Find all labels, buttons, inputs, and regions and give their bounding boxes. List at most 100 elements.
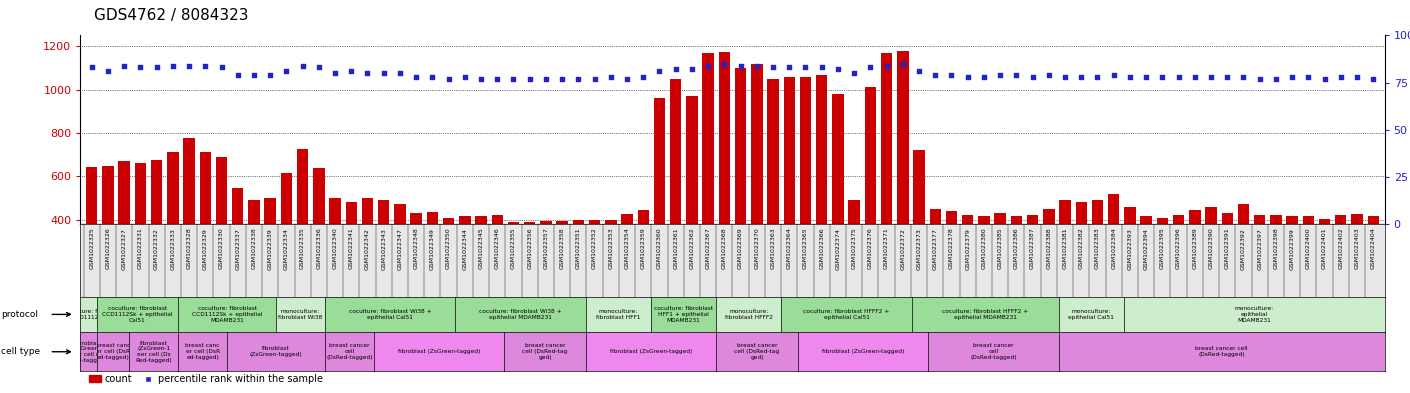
Text: breast canc
er cell (DsR
ed-tagged): breast canc er cell (DsR ed-tagged) (186, 343, 220, 360)
Point (632, 74, 654, 80)
Text: GSM1022345: GSM1022345 (478, 228, 484, 269)
Point (195, 62, 217, 69)
Point (1118, 74, 1141, 80)
Bar (832, 94, 843, 307)
Text: GSM1022340: GSM1022340 (333, 228, 337, 269)
Bar (767, 79, 778, 307)
Bar (1124, 207, 1135, 307)
Text: GSM1022343: GSM1022343 (381, 228, 386, 270)
Bar (86, 167, 97, 307)
Text: GSM1022377: GSM1022377 (933, 228, 938, 270)
Bar (183, 138, 195, 307)
Point (1167, 74, 1190, 80)
Bar (1253, 215, 1265, 307)
Bar (427, 212, 439, 307)
Bar (410, 213, 422, 307)
Bar (929, 209, 940, 307)
Bar (670, 79, 681, 307)
Text: GSM1022350: GSM1022350 (446, 228, 451, 269)
Bar (330, 198, 341, 307)
Text: GSM1022360: GSM1022360 (657, 228, 663, 269)
Text: GSM1022401: GSM1022401 (1323, 228, 1327, 269)
Point (534, 75, 557, 82)
Point (519, 75, 541, 82)
Point (778, 64, 801, 71)
Bar (168, 152, 179, 307)
Text: GSM1022341: GSM1022341 (348, 228, 354, 269)
Bar (1076, 202, 1087, 307)
Bar (248, 200, 259, 307)
Text: fibroblast (ZsGreen-tagged): fibroblast (ZsGreen-tagged) (398, 349, 481, 354)
Point (1005, 72, 1028, 78)
Bar (622, 214, 633, 307)
Bar (816, 75, 828, 307)
Point (1232, 74, 1255, 80)
Text: GSM1022378: GSM1022378 (949, 228, 955, 269)
Point (649, 68, 671, 74)
Point (956, 74, 979, 80)
Text: GSM1022381: GSM1022381 (1063, 228, 1067, 269)
Point (551, 75, 574, 82)
Bar (962, 215, 973, 307)
Point (940, 72, 963, 78)
Point (1265, 75, 1287, 82)
Text: GSM1022380: GSM1022380 (981, 228, 987, 269)
Bar (1108, 194, 1120, 307)
Point (729, 62, 752, 69)
Text: GSM1022374: GSM1022374 (836, 228, 840, 270)
Point (811, 64, 833, 71)
Text: monoculture:
fibroblast HFFF2: monoculture: fibroblast HFFF2 (725, 309, 773, 320)
Text: GSM1022325: GSM1022325 (89, 228, 94, 269)
Text: GDS4762 / 8084323: GDS4762 / 8084323 (94, 8, 250, 23)
Text: monoculture:
fibroblast HFF1: monoculture: fibroblast HFF1 (596, 309, 640, 320)
Point (1297, 74, 1320, 80)
Point (210, 64, 233, 71)
Bar (637, 210, 649, 307)
Text: GSM1022385: GSM1022385 (998, 228, 1003, 269)
Text: GSM1022370: GSM1022370 (754, 228, 760, 269)
Bar (492, 215, 503, 307)
Point (1053, 74, 1076, 80)
Text: fibroblast (ZsGreen-tagged): fibroblast (ZsGreen-tagged) (822, 349, 904, 354)
Bar (508, 222, 519, 307)
Bar (362, 198, 374, 307)
Point (697, 62, 719, 69)
Point (794, 64, 816, 71)
Text: coculture: fibroblast Wi38 +
epithelial Cal51: coculture: fibroblast Wi38 + epithelial … (348, 309, 431, 320)
Text: GSM1022329: GSM1022329 (203, 228, 207, 270)
Text: protocol: protocol (1, 310, 38, 319)
Bar (233, 188, 244, 307)
Bar (443, 217, 454, 307)
Text: GSM1022372: GSM1022372 (901, 228, 905, 270)
Text: monoculture:
fibroblast Wi38: monoculture: fibroblast Wi38 (278, 309, 323, 320)
Text: GSM1022326: GSM1022326 (106, 228, 110, 269)
Text: GSM1022396: GSM1022396 (1176, 228, 1182, 269)
Bar (281, 173, 292, 307)
Bar (557, 221, 568, 307)
Text: GSM1022397: GSM1022397 (1258, 228, 1262, 270)
Point (259, 72, 282, 78)
Bar (378, 200, 389, 307)
Point (1135, 74, 1158, 80)
Bar (1156, 217, 1167, 307)
Bar (849, 200, 860, 307)
Legend: count, percentile rank within the sample: count, percentile rank within the sample (85, 370, 327, 388)
Bar (572, 220, 584, 307)
Point (908, 68, 931, 74)
Text: GSM1022359: GSM1022359 (640, 228, 646, 269)
Point (599, 74, 622, 80)
Text: GSM1022384: GSM1022384 (1111, 228, 1117, 269)
Text: GSM1022354: GSM1022354 (625, 228, 629, 269)
Bar (313, 168, 324, 307)
Bar (946, 211, 957, 307)
Bar (897, 51, 908, 307)
Bar (475, 217, 486, 307)
Text: GSM1022342: GSM1022342 (365, 228, 369, 270)
Text: GSM1022392: GSM1022392 (1241, 228, 1246, 270)
Point (713, 61, 736, 67)
Point (1151, 74, 1173, 80)
Bar (1286, 217, 1297, 307)
Text: GSM1022346: GSM1022346 (495, 228, 499, 269)
Point (567, 75, 589, 82)
Text: GSM1022330: GSM1022330 (219, 228, 224, 269)
